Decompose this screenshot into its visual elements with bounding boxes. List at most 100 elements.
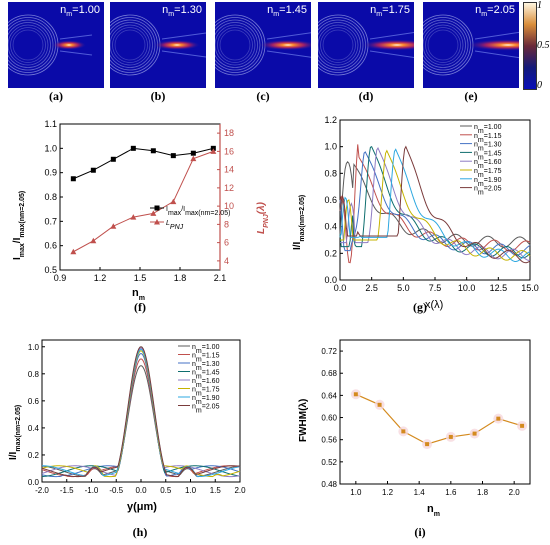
y-tick-label: 1.2 xyxy=(324,115,337,125)
panel-label-2: (b) xyxy=(150,89,166,103)
y-right-tick-label: 14 xyxy=(224,165,234,175)
legend-label-3: nm=1.45 xyxy=(474,150,502,161)
data-point xyxy=(210,148,217,154)
sphere-ring xyxy=(219,29,251,61)
y-tick-label: 0.52 xyxy=(321,458,337,467)
data-point xyxy=(70,176,76,182)
x-tick-label: 0.5 xyxy=(160,486,172,495)
chart-h: -2.0 -1.5 -1.0 -0.5 0.0 0.5 1.0 1.5 2.0 0.0 0.2 0.4… xyxy=(8,339,246,513)
panel-label-5: (e) xyxy=(464,89,478,103)
x-tick-label: 0.0 xyxy=(334,283,347,293)
y-tick-label: 1.0 xyxy=(44,143,57,153)
y-tick-label: 1.0 xyxy=(28,343,40,352)
x-tick-label: 5.0 xyxy=(397,283,410,293)
series-line-6 xyxy=(41,348,241,478)
y-tick-label: 0.6 xyxy=(28,397,40,406)
legend-label-7: nm=2.05 xyxy=(192,404,220,415)
field-nm-value: 1.75 xyxy=(388,4,410,16)
y-tick-label: 0.0 xyxy=(324,275,337,285)
y-axis-label: I/Imax(nm=2.05) xyxy=(292,195,306,250)
x-tick-label: 0.9 xyxy=(54,273,67,283)
y-tick-label: 0.68 xyxy=(321,369,337,378)
panel-label-4: (d) xyxy=(358,89,374,103)
y-tick-label: 0.8 xyxy=(324,168,337,178)
data-point xyxy=(401,429,406,434)
legend-label-2: nm=1.30 xyxy=(474,142,502,153)
legend-label-6: nm=1.90 xyxy=(192,395,220,406)
y-tick-label: 0.2 xyxy=(324,248,337,258)
sphere-ring xyxy=(422,24,464,66)
series-line-5 xyxy=(340,149,531,261)
sphere-ring xyxy=(12,29,44,61)
panel-label-3: (c) xyxy=(256,89,270,103)
data-point xyxy=(170,153,176,159)
legend-label-0: nm=1.00 xyxy=(192,344,220,355)
field-nm-value: 1.45 xyxy=(285,4,307,16)
x-tick-label: 1.2 xyxy=(94,273,107,283)
field-nm-label: nm=1.00 xyxy=(60,4,100,19)
y-tick-label: 0.4 xyxy=(324,222,337,232)
data-point xyxy=(472,431,477,436)
sphere-ring xyxy=(320,27,356,63)
sphere-ring xyxy=(214,24,256,66)
y-right-tick-label: 16 xyxy=(224,146,234,156)
legend-label-1: nm=1.15 xyxy=(192,353,220,364)
x-tick-label: 1.5 xyxy=(210,486,222,495)
legend-marker-1 xyxy=(154,219,160,225)
x-tick-label: 1.8 xyxy=(477,488,489,497)
data-point xyxy=(90,237,97,244)
data-point xyxy=(110,223,117,229)
data-point xyxy=(377,402,382,407)
data-point xyxy=(70,248,77,255)
series-line-3 xyxy=(339,145,531,259)
y-axis-label: I/Imax(nm=2.05) xyxy=(8,405,22,460)
y-tick-label: 0.9 xyxy=(44,168,57,178)
data-point xyxy=(520,423,525,428)
y-tick-label: 1.0 xyxy=(324,142,337,152)
nanojet-spot xyxy=(154,40,200,50)
y-tick-label: 0.64 xyxy=(321,391,337,400)
series-line-4 xyxy=(340,146,531,261)
series-line-6 xyxy=(339,148,531,262)
y-tick-label: 0.6 xyxy=(324,195,337,205)
sphere-ring xyxy=(217,27,253,63)
data-point xyxy=(150,148,156,154)
field-nm-label: nm=1.75 xyxy=(370,4,410,19)
legend-label-0: nm=1.00 xyxy=(474,124,502,135)
data-point xyxy=(353,392,358,397)
y-tick-label: 0.60 xyxy=(321,414,337,423)
x-tick-label: -1.0 xyxy=(85,486,99,495)
legend-label-3: nm=1.45 xyxy=(192,370,220,381)
legend-label-6: nm=1.90 xyxy=(474,177,502,188)
legend-label-7: nm=2.05 xyxy=(474,186,502,197)
data-point xyxy=(190,155,197,162)
nanojet-spot xyxy=(52,40,86,50)
x-tick-label: 2.0 xyxy=(234,486,246,495)
sphere-ring xyxy=(109,24,151,66)
y-tick-label: 0.0 xyxy=(28,478,40,487)
sphere-ring xyxy=(317,24,359,66)
x-tick-label: 7.5 xyxy=(429,283,442,293)
legend-label-5: nm=1.75 xyxy=(192,387,220,398)
x-tick-label: 1.4 xyxy=(414,488,426,497)
y-tick-label: 0.8 xyxy=(28,370,40,379)
x-tick-label: -1.5 xyxy=(60,486,74,495)
field-nm-label: nm=1.30 xyxy=(162,4,202,19)
panel-label-h: (h) xyxy=(132,525,148,539)
nanojet-spot xyxy=(259,39,317,51)
panel-label-1: (a) xyxy=(49,89,63,103)
x-tick-label: 2.5 xyxy=(365,283,378,293)
series-line-0 xyxy=(41,365,241,477)
x-tick-label: 1.6 xyxy=(445,488,457,497)
legend-label-1: LPNJ xyxy=(166,220,184,231)
y-right-tick-label: 4 xyxy=(224,256,229,266)
field-nm-label: nm=1.45 xyxy=(267,4,307,19)
panel-label-g: (g) xyxy=(413,300,427,314)
x-tick-label: 1.2 xyxy=(382,488,394,497)
y-tick-label: 0.48 xyxy=(321,480,337,489)
legend-label-4: nm=1.60 xyxy=(474,159,502,170)
chart-f: 0.9 1.2 1.5 1.8 2.1 0.5 0.6 0.7 0.8 0.9 1.0 1.1 4 6 8 1… xyxy=(12,119,270,302)
sphere-ring xyxy=(427,29,459,61)
field-nm-value: 1.30 xyxy=(180,4,202,16)
chart-g: 0.0 2.5 5.0 7.5 10.0 12.5 15.0 0.0 0.2 0.4 0.6 0.8 1… xyxy=(292,115,539,311)
